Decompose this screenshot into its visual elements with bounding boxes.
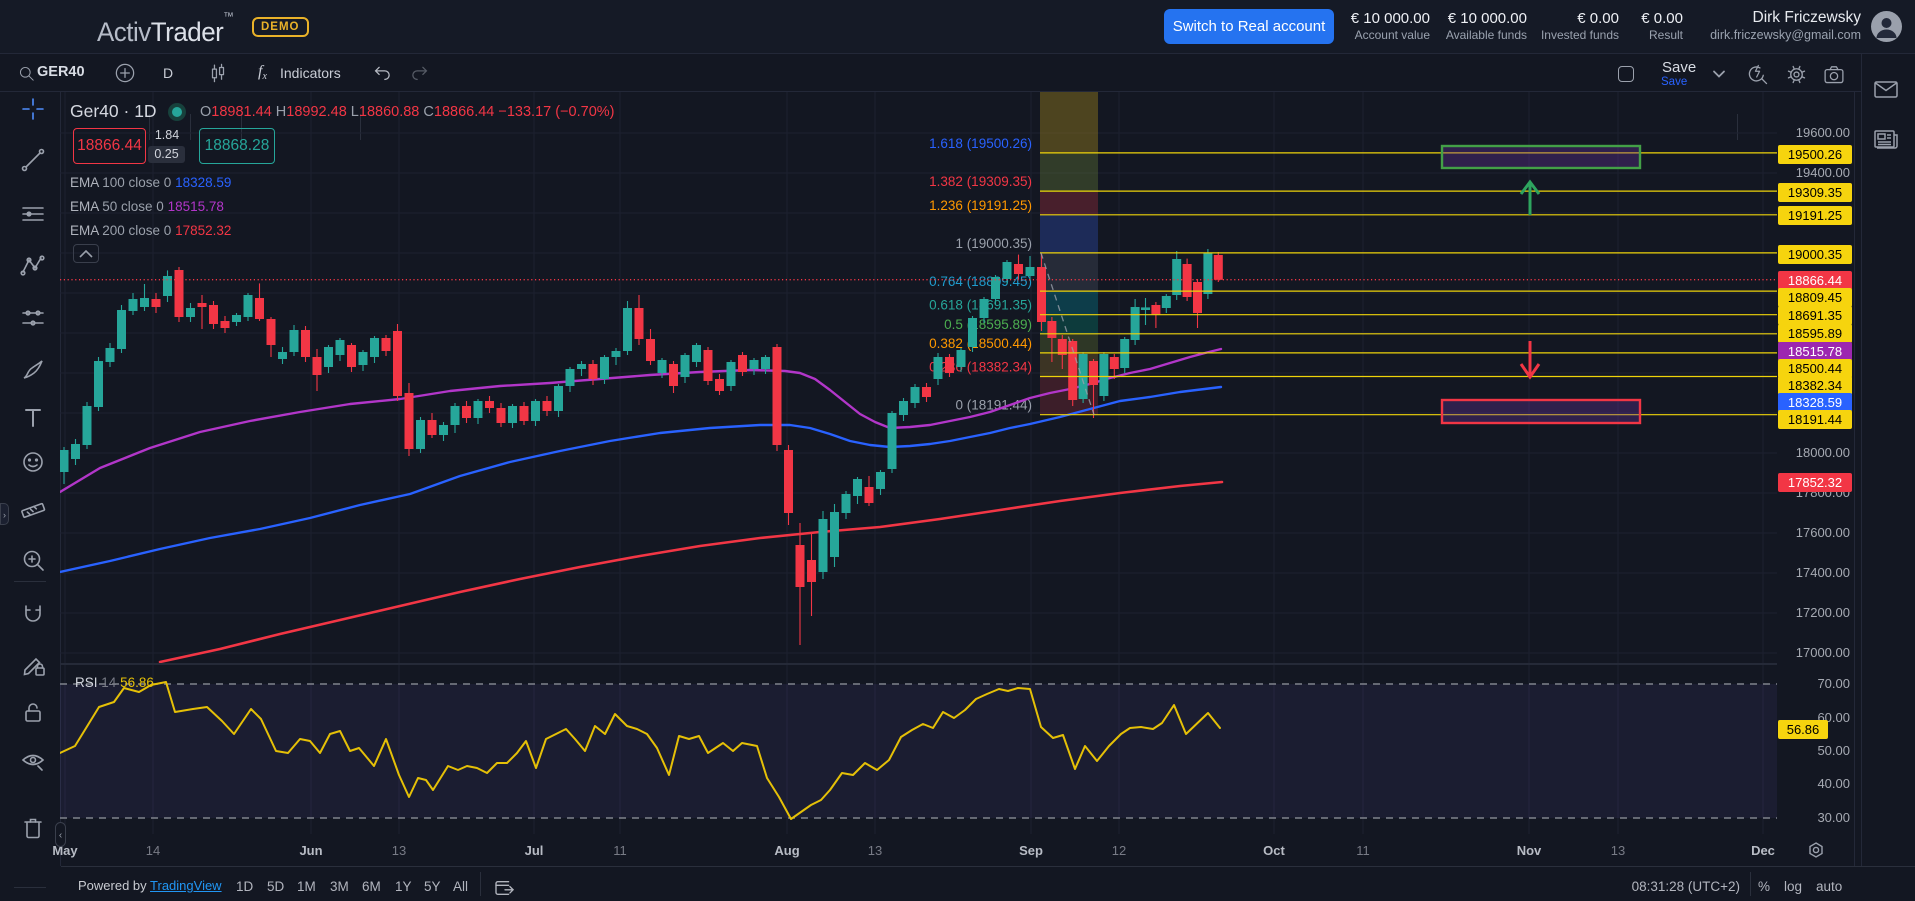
svg-text:1.236 (19191.25): 1.236 (19191.25) — [929, 198, 1032, 213]
svg-text:1.382 (19309.35): 1.382 (19309.35) — [929, 174, 1032, 189]
svg-text:0.382 (18500.44): 0.382 (18500.44) — [929, 336, 1032, 351]
svg-text:0 (18191.44): 0 (18191.44) — [955, 398, 1032, 413]
svg-text:0.764 (18809.45): 0.764 (18809.45) — [929, 274, 1032, 289]
svg-text:1.618 (19500.26): 1.618 (19500.26) — [929, 136, 1032, 151]
svg-text:1 (19000.35): 1 (19000.35) — [955, 236, 1032, 251]
svg-text:0.236 (18382.34): 0.236 (18382.34) — [929, 360, 1032, 375]
svg-text:0.5 (18595.89): 0.5 (18595.89) — [944, 317, 1032, 332]
